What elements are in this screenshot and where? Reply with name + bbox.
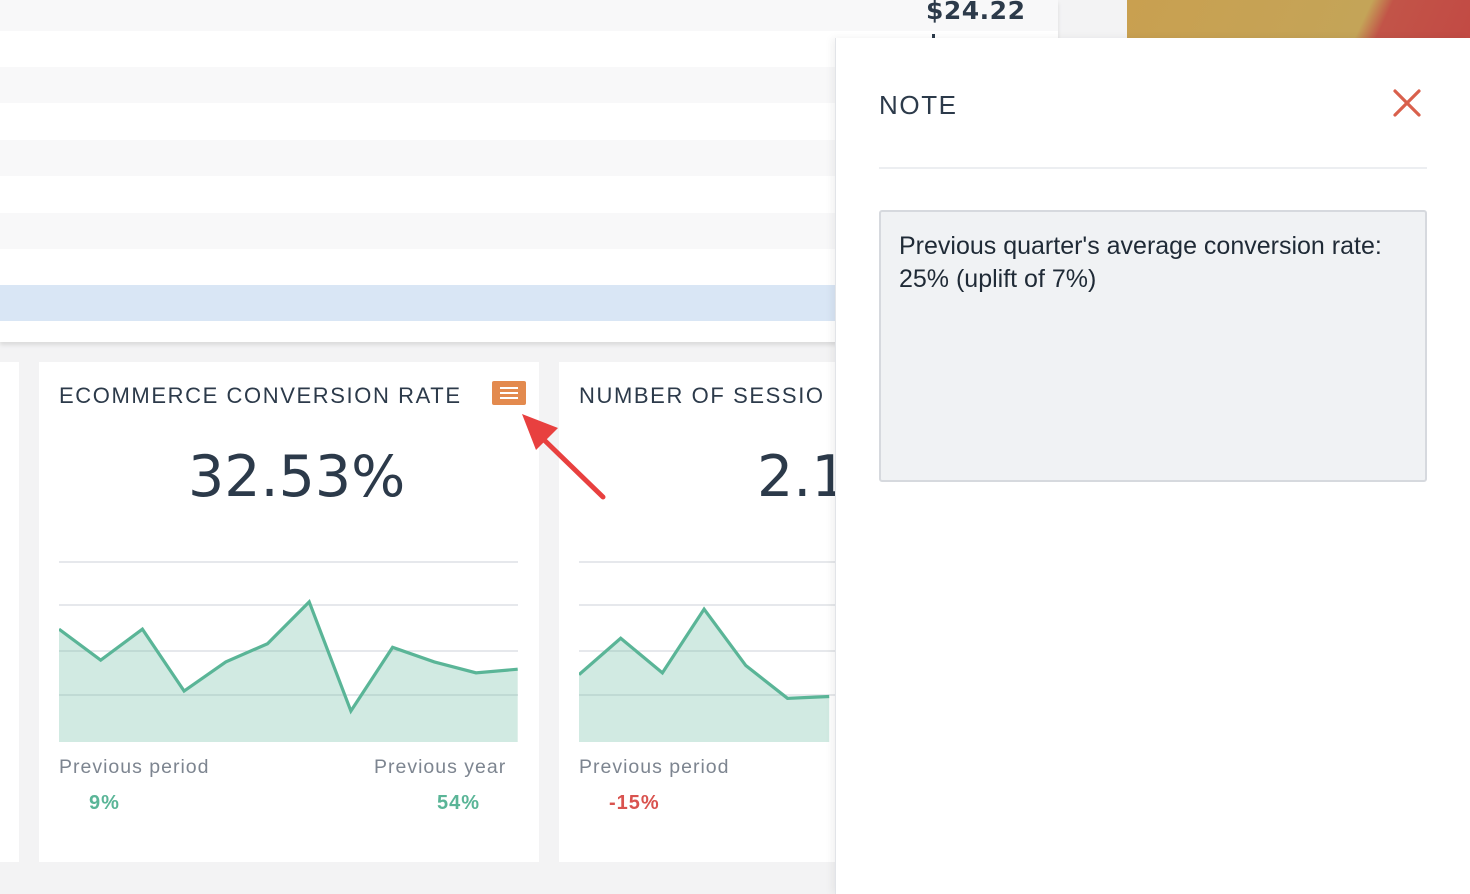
widget-title: ECOMMERCE CONVERSION RATE xyxy=(59,383,462,408)
comparison-value: -15% xyxy=(609,792,660,814)
sparkline-area xyxy=(59,601,518,742)
sparkline-area xyxy=(579,609,830,742)
comparison-label: Previous period xyxy=(579,756,730,778)
widget-card-partial xyxy=(0,362,19,862)
widget-title: NUMBER OF SESSIO xyxy=(579,383,825,408)
divider xyxy=(879,167,1427,169)
widget-card-conversion-rate[interactable]: ECOMMERCE CONVERSION RATE 32.53% Previou… xyxy=(39,362,539,862)
sparkline-line xyxy=(59,598,518,715)
annotation-arrow xyxy=(522,414,606,500)
table-row xyxy=(0,0,1058,31)
close-icon[interactable] xyxy=(1392,88,1422,118)
comparison-label: Previous year xyxy=(374,756,507,778)
corner-image xyxy=(1127,0,1470,38)
note-panel: NOTE Previous quarter's average conversi… xyxy=(835,38,1470,894)
price-value: $24.22 xyxy=(926,0,1026,25)
comparison-label: Previous period xyxy=(59,756,210,778)
sparkline-chart xyxy=(579,561,859,742)
comparison-value: 9% xyxy=(89,792,120,814)
comparison-value: 54% xyxy=(437,792,481,814)
widget-value: 32.53% xyxy=(188,444,406,510)
price-fragment xyxy=(932,34,935,38)
note-textarea[interactable]: Previous quarter's average conversion ra… xyxy=(879,210,1427,482)
note-icon[interactable] xyxy=(492,381,526,405)
sparkline-line xyxy=(579,606,830,700)
panel-title: NOTE xyxy=(879,90,958,120)
widget-card-sessions[interactable]: NUMBER OF SESSIO 2.10 Previous period -1… xyxy=(559,362,859,862)
sparkline-chart xyxy=(59,561,518,742)
